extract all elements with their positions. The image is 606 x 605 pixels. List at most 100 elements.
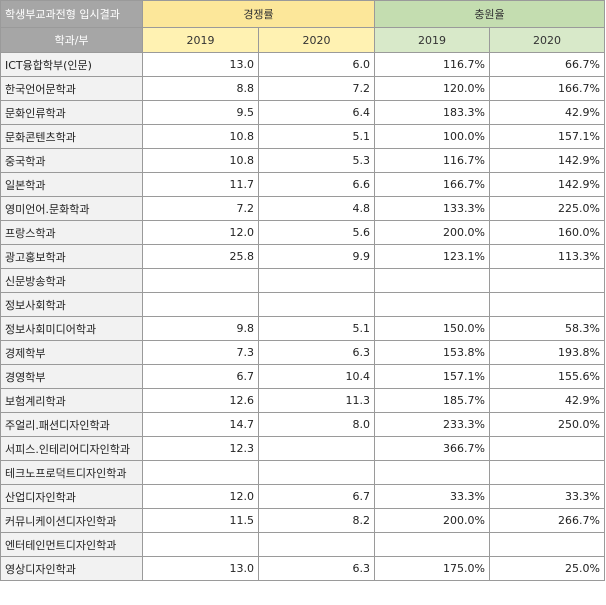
fill-rate-2019-cell: 150.0% <box>374 316 490 341</box>
fill-rate-2020-cell <box>489 292 605 317</box>
fill-rate-2020-cell: 142.9% <box>489 172 605 197</box>
competition-2019-cell: 13.0 <box>142 52 259 77</box>
competition-year-2020-header: 2020 <box>258 27 375 53</box>
competition-2020-cell: 6.0 <box>258 52 375 77</box>
table-row: 경제학부 7.3 6.3 153.8% 193.8% <box>0 340 605 365</box>
table-row: 중국학과 10.8 5.3 116.7% 142.9% <box>0 148 605 173</box>
table-row: 영상디자인학과 13.0 6.3 175.0% 25.0% <box>0 556 605 581</box>
fill-rate-2020-cell: 250.0% <box>489 412 605 437</box>
table-row: 프랑스학과 12.0 5.6 200.0% 160.0% <box>0 220 605 245</box>
department-name-cell: 산업디자인학과 <box>0 484 143 509</box>
fill-rate-2020-cell: 166.7% <box>489 76 605 101</box>
competition-2020-cell: 4.8 <box>258 196 375 221</box>
fill-rate-2019-cell: 200.0% <box>374 220 490 245</box>
competition-2019-cell: 7.3 <box>142 340 259 365</box>
competition-2019-cell: 13.0 <box>142 556 259 581</box>
department-name-cell: ICT융합학부(인문) <box>0 52 143 77</box>
header-year-row: 학과/부 2019 2020 2019 2020 <box>0 27 605 53</box>
competition-2019-cell: 12.0 <box>142 220 259 245</box>
competition-2020-cell: 6.6 <box>258 172 375 197</box>
competition-2019-cell: 10.8 <box>142 124 259 149</box>
competition-2019-cell: 9.5 <box>142 100 259 125</box>
fill-year-2019-header: 2019 <box>374 27 490 53</box>
fill-rate-2019-cell: 116.7% <box>374 52 490 77</box>
competition-rate-header: 경쟁률 <box>142 0 375 28</box>
department-name-cell: 신문방송학과 <box>0 268 143 293</box>
fill-rate-2019-cell: 133.3% <box>374 196 490 221</box>
competition-2019-cell: 25.8 <box>142 244 259 269</box>
competition-2019-cell: 9.8 <box>142 316 259 341</box>
fill-rate-2020-cell: 157.1% <box>489 124 605 149</box>
department-name-cell: 테크노프로덕트디자인학과 <box>0 460 143 485</box>
department-name-cell: 서피스.인테리어디자인학과 <box>0 436 143 461</box>
table-row: 산업디자인학과 12.0 6.7 33.3% 33.3% <box>0 484 605 509</box>
department-name-cell: 정보사회학과 <box>0 292 143 317</box>
fill-rate-2020-cell: 25.0% <box>489 556 605 581</box>
table-title: 학생부교과전형 입시결과 <box>0 0 143 28</box>
table-row: 엔터테인먼트디자인학과 <box>0 532 605 557</box>
competition-2019-cell: 12.6 <box>142 388 259 413</box>
fill-rate-2019-cell <box>374 268 490 293</box>
fill-rate-2019-cell: 200.0% <box>374 508 490 533</box>
competition-2020-cell: 5.3 <box>258 148 375 173</box>
fill-rate-2020-cell <box>489 460 605 485</box>
fill-rate-header: 충원율 <box>374 0 605 28</box>
competition-2019-cell <box>142 532 259 557</box>
fill-rate-2020-cell: 66.7% <box>489 52 605 77</box>
fill-rate-2019-cell: 100.0% <box>374 124 490 149</box>
fill-rate-2019-cell: 233.3% <box>374 412 490 437</box>
fill-rate-2019-cell: 366.7% <box>374 436 490 461</box>
fill-rate-2019-cell <box>374 532 490 557</box>
table-body: ICT융합학부(인문) 13.0 6.0 116.7% 66.7% 한국언어문학과 8.8 7… <box>0 52 605 581</box>
competition-2020-cell <box>258 292 375 317</box>
department-name-cell: 문화인류학과 <box>0 100 143 125</box>
competition-2020-cell: 6.4 <box>258 100 375 125</box>
table-row: 보험계리학과 12.6 11.3 185.7% 42.9% <box>0 388 605 413</box>
department-name-cell: 정보사회미디어학과 <box>0 316 143 341</box>
table-row: 광고홍보학과 25.8 9.9 123.1% 113.3% <box>0 244 605 269</box>
fill-rate-2019-cell <box>374 292 490 317</box>
competition-2020-cell: 6.3 <box>258 556 375 581</box>
department-name-cell: 경제학부 <box>0 340 143 365</box>
fill-rate-2020-cell <box>489 268 605 293</box>
competition-2020-cell <box>258 436 375 461</box>
fill-rate-2020-cell: 193.8% <box>489 340 605 365</box>
fill-rate-2019-cell <box>374 460 490 485</box>
competition-2019-cell: 11.5 <box>142 508 259 533</box>
table-row: 한국언어문학과 8.8 7.2 120.0% 166.7% <box>0 76 605 101</box>
competition-2019-cell: 12.0 <box>142 484 259 509</box>
table-row: 정보사회미디어학과 9.8 5.1 150.0% 58.3% <box>0 316 605 341</box>
competition-2019-cell: 8.8 <box>142 76 259 101</box>
competition-2020-cell: 8.2 <box>258 508 375 533</box>
department-name-cell: 문화콘텐츠학과 <box>0 124 143 149</box>
department-name-cell: 영미언어.문화학과 <box>0 196 143 221</box>
table-row: ICT융합학부(인문) 13.0 6.0 116.7% 66.7% <box>0 52 605 77</box>
fill-rate-2020-cell <box>489 436 605 461</box>
fill-rate-2020-cell: 225.0% <box>489 196 605 221</box>
table-row: 경영학부 6.7 10.4 157.1% 155.6% <box>0 364 605 389</box>
admission-results-table: 학생부교과전형 입시결과 경쟁률 충원율 학과/부 2019 2020 2019… <box>0 0 605 581</box>
table-row: 서피스.인테리어디자인학과 12.3 366.7% <box>0 436 605 461</box>
competition-2019-cell <box>142 460 259 485</box>
competition-2020-cell: 7.2 <box>258 76 375 101</box>
fill-rate-2019-cell: 183.3% <box>374 100 490 125</box>
department-name-cell: 커뮤니케이션디자인학과 <box>0 508 143 533</box>
fill-rate-2019-cell: 175.0% <box>374 556 490 581</box>
fill-rate-2019-cell: 120.0% <box>374 76 490 101</box>
table-row: 주얼리.패션디자인학과 14.7 8.0 233.3% 250.0% <box>0 412 605 437</box>
competition-2020-cell <box>258 268 375 293</box>
department-name-cell: 보험계리학과 <box>0 388 143 413</box>
department-name-cell: 한국언어문학과 <box>0 76 143 101</box>
competition-2019-cell: 12.3 <box>142 436 259 461</box>
department-name-cell: 일본학과 <box>0 172 143 197</box>
fill-rate-2020-cell: 42.9% <box>489 100 605 125</box>
fill-rate-2019-cell: 185.7% <box>374 388 490 413</box>
fill-rate-2020-cell: 33.3% <box>489 484 605 509</box>
department-name-cell: 중국학과 <box>0 148 143 173</box>
competition-2019-cell: 6.7 <box>142 364 259 389</box>
fill-rate-2020-cell <box>489 532 605 557</box>
competition-2020-cell: 5.1 <box>258 316 375 341</box>
competition-2020-cell: 10.4 <box>258 364 375 389</box>
fill-rate-2020-cell: 160.0% <box>489 220 605 245</box>
competition-2020-cell: 6.3 <box>258 340 375 365</box>
